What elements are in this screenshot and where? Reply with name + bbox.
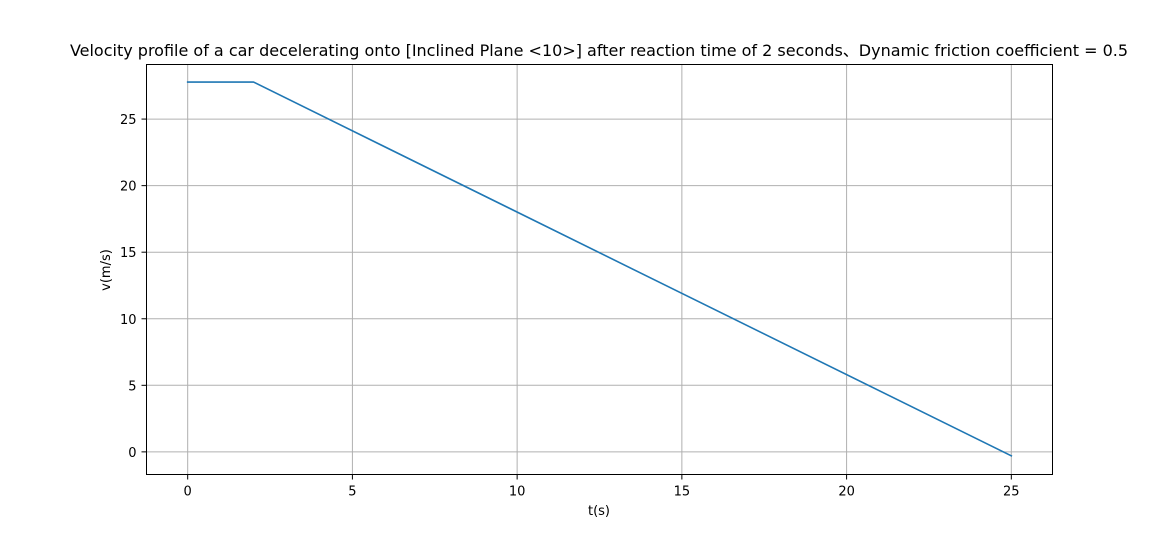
y-axis-label: v(m/s) [99, 249, 114, 291]
x-axis-label: t(s) [588, 504, 610, 519]
x-tick-label: 15 [674, 485, 691, 500]
x-tick-label: 20 [838, 485, 855, 500]
plot-frame [146, 64, 1053, 475]
y-tick-label: 5 [128, 379, 136, 394]
x-tick-label: 25 [1003, 485, 1020, 500]
tick-layer: 0 5 10 15 20 25 0 5 10 15 20 25 [120, 113, 1020, 499]
y-tick-label: 25 [120, 113, 137, 128]
velocity-line [186, 81, 1013, 457]
y-tick-label: 15 [120, 246, 137, 261]
grid-layer [146, 64, 1053, 475]
chart-title: Velocity profile of a car decelerating o… [70, 41, 1128, 60]
series-layer [186, 81, 1013, 457]
y-tick-label: 0 [128, 446, 136, 461]
x-tick-label: 5 [348, 485, 356, 500]
y-tick-label: 20 [120, 180, 137, 195]
x-tick-label: 10 [509, 485, 526, 500]
x-tick-label: 0 [184, 485, 192, 500]
y-tick-label: 10 [120, 313, 137, 328]
